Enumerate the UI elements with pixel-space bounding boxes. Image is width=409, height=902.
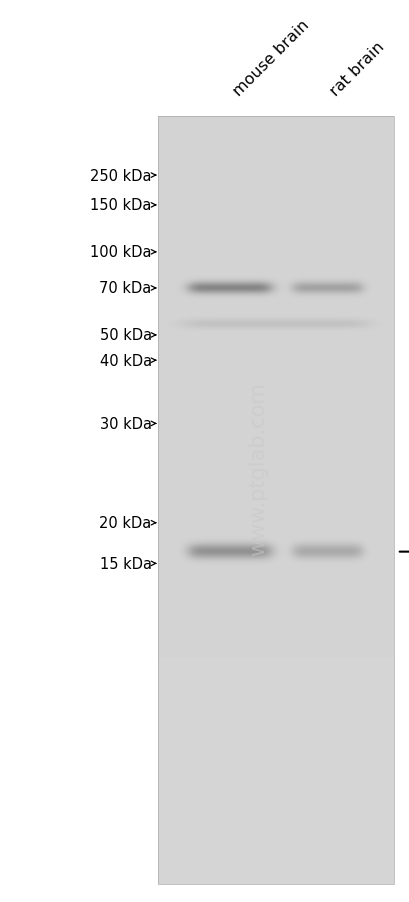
Text: 100 kDa: 100 kDa — [90, 245, 151, 260]
Text: 15 kDa: 15 kDa — [99, 557, 151, 571]
Text: mouse brain: mouse brain — [230, 18, 312, 99]
Text: 50 kDa: 50 kDa — [99, 328, 151, 343]
Text: 40 kDa: 40 kDa — [99, 354, 151, 368]
Bar — [157, 117, 393, 884]
Text: 150 kDa: 150 kDa — [90, 198, 151, 213]
Text: rat brain: rat brain — [327, 40, 387, 99]
Text: 20 kDa: 20 kDa — [99, 516, 151, 530]
Text: 250 kDa: 250 kDa — [90, 169, 151, 183]
Text: www.ptglab.com: www.ptglab.com — [248, 382, 267, 556]
Text: 30 kDa: 30 kDa — [99, 417, 151, 431]
Text: 70 kDa: 70 kDa — [99, 281, 151, 296]
